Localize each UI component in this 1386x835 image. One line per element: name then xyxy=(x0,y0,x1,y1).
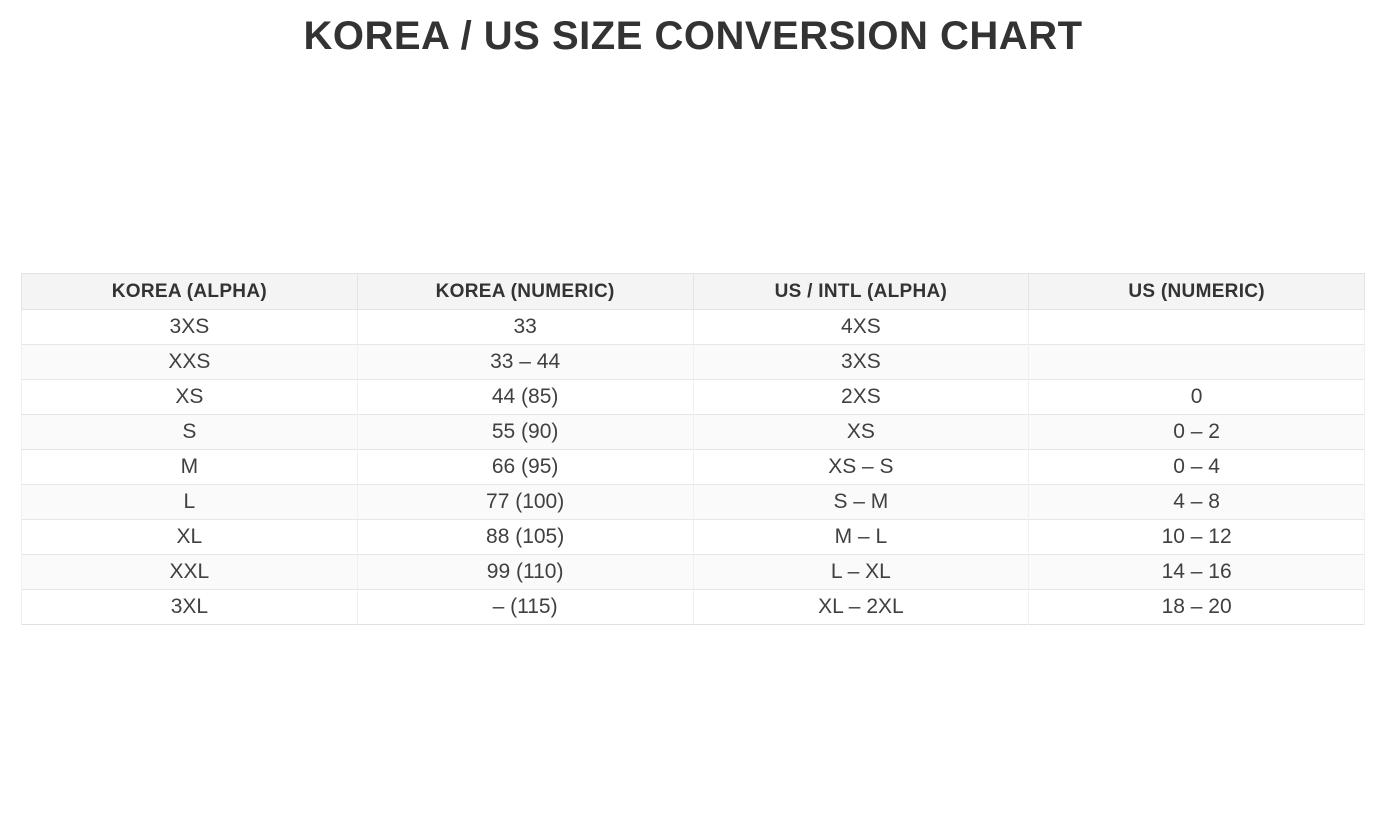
size-conversion-table: KOREA (ALPHA) KOREA (NUMERIC) US / INTL … xyxy=(21,273,1365,625)
page-title: KOREA / US SIZE CONVERSION CHART xyxy=(303,14,1083,58)
cell-korea-numeric: 77 (100) xyxy=(356,484,694,520)
cell-us-numeric: 18 – 20 xyxy=(1028,589,1365,625)
cell-us-numeric: 0 – 2 xyxy=(1028,414,1365,450)
column-header-us-intl-alpha: US / INTL (ALPHA) xyxy=(692,273,1030,310)
table-row: 3XL – (115) XL – 2XL 18 – 20 xyxy=(21,589,1365,625)
cell-us-numeric: 14 – 16 xyxy=(1028,554,1365,590)
cell-us-numeric xyxy=(1028,309,1365,345)
cell-us-numeric xyxy=(1028,344,1365,380)
cell-korea-numeric: 55 (90) xyxy=(356,414,694,450)
cell-korea-numeric: 99 (110) xyxy=(356,554,694,590)
table-row: XXL 99 (110) L – XL 14 – 16 xyxy=(21,554,1365,590)
cell-korea-alpha: S xyxy=(21,414,358,450)
cell-us-intl-alpha: XL – 2XL xyxy=(692,589,1030,625)
cell-korea-alpha: M xyxy=(21,449,358,485)
cell-us-intl-alpha: 3XS xyxy=(692,344,1030,380)
cell-korea-numeric: – (115) xyxy=(356,589,694,625)
column-header-korea-alpha: KOREA (ALPHA) xyxy=(21,273,358,310)
cell-korea-alpha: 3XL xyxy=(21,589,358,625)
cell-korea-numeric: 44 (85) xyxy=(356,379,694,415)
table-body: 3XS 33 4XS XXS 33 – 44 3XS XS 44 (85) 2X… xyxy=(21,309,1365,625)
cell-korea-numeric: 33 xyxy=(356,309,694,345)
table-row: M 66 (95) XS – S 0 – 4 xyxy=(21,449,1365,485)
table-row: L 77 (100) S – M 4 – 8 xyxy=(21,484,1365,520)
cell-korea-numeric: 88 (105) xyxy=(356,519,694,555)
cell-korea-alpha: L xyxy=(21,484,358,520)
cell-us-intl-alpha: 2XS xyxy=(692,379,1030,415)
cell-korea-alpha: XXL xyxy=(21,554,358,590)
cell-us-intl-alpha: XS – S xyxy=(692,449,1030,485)
table-header: KOREA (ALPHA) KOREA (NUMERIC) US / INTL … xyxy=(21,273,1365,310)
cell-us-numeric: 4 – 8 xyxy=(1028,484,1365,520)
table-row: XXS 33 – 44 3XS xyxy=(21,344,1365,380)
table-row: XS 44 (85) 2XS 0 xyxy=(21,379,1365,415)
cell-us-numeric: 10 – 12 xyxy=(1028,519,1365,555)
table-row: S 55 (90) XS 0 – 2 xyxy=(21,414,1365,450)
column-header-us-numeric: US (NUMERIC) xyxy=(1028,273,1365,310)
cell-us-numeric: 0 xyxy=(1028,379,1365,415)
cell-us-intl-alpha: 4XS xyxy=(692,309,1030,345)
cell-us-intl-alpha: S – M xyxy=(692,484,1030,520)
cell-korea-alpha: 3XS xyxy=(21,309,358,345)
cell-korea-numeric: 66 (95) xyxy=(356,449,694,485)
cell-korea-alpha: XXS xyxy=(21,344,358,380)
column-header-korea-numeric: KOREA (NUMERIC) xyxy=(356,273,694,310)
cell-us-intl-alpha: L – XL xyxy=(692,554,1030,590)
cell-us-intl-alpha: XS xyxy=(692,414,1030,450)
table-row: 3XS 33 4XS xyxy=(21,309,1365,345)
cell-us-numeric: 0 – 4 xyxy=(1028,449,1365,485)
table-header-row: KOREA (ALPHA) KOREA (NUMERIC) US / INTL … xyxy=(21,273,1365,310)
cell-us-intl-alpha: M – L xyxy=(692,519,1030,555)
cell-korea-alpha: XL xyxy=(21,519,358,555)
cell-korea-alpha: XS xyxy=(21,379,358,415)
cell-korea-numeric: 33 – 44 xyxy=(356,344,694,380)
table-row: XL 88 (105) M – L 10 – 12 xyxy=(21,519,1365,555)
